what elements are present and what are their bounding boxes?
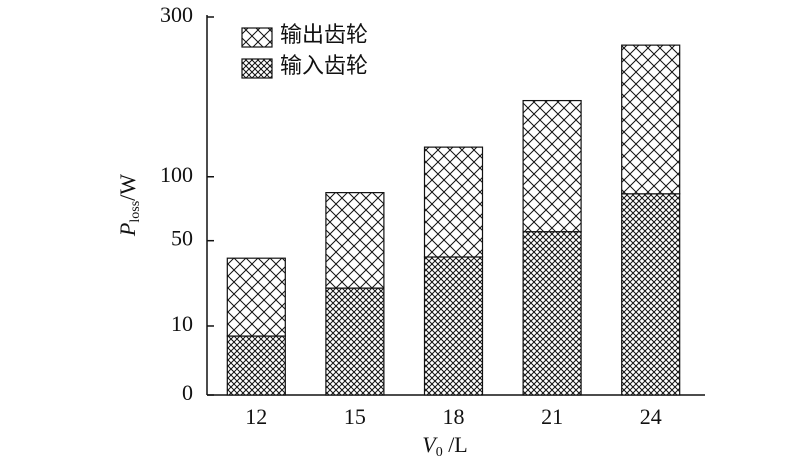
- y-tick-label: 10: [171, 311, 193, 336]
- bar-segment: [522, 99, 582, 233]
- y-tick-label: 0: [182, 380, 193, 405]
- legend-label: 输入齿轮: [280, 53, 368, 78]
- x-label-symbol: V: [422, 432, 438, 457]
- x-axis-label: V0 /L: [422, 432, 468, 460]
- bar-segment: [621, 193, 681, 396]
- legend-swatch: [241, 27, 273, 48]
- y-label-subscript: loss: [128, 201, 143, 223]
- bar-segment: [226, 335, 286, 396]
- legend-swatch: [241, 58, 273, 79]
- bar-segment: [621, 44, 681, 195]
- bar-segment: [325, 287, 385, 396]
- x-tick-label: 18: [443, 404, 465, 429]
- x-label-subscript: 0: [436, 445, 443, 460]
- y-tick-label: 50: [171, 226, 193, 251]
- x-tick-label: 24: [640, 404, 662, 429]
- legend-label: 输出齿轮: [280, 22, 368, 47]
- y-label-symbol: P: [115, 223, 140, 237]
- x-tick-label: 12: [245, 404, 267, 429]
- bar-segment: [423, 256, 484, 396]
- y-label-unit: /W: [115, 174, 140, 201]
- y-axis-label: Ploss/W: [115, 174, 143, 237]
- y-tick-label: 100: [160, 162, 193, 187]
- x-label-unit: /L: [443, 432, 468, 457]
- x-tick-label: 21: [541, 404, 563, 429]
- y-tick-label: 300: [160, 2, 193, 27]
- bar-segment: [423, 146, 484, 258]
- bar-segment: [522, 231, 582, 396]
- bar-segment: [325, 192, 385, 289]
- x-tick-label: 15: [344, 404, 366, 429]
- bar-segment: [226, 257, 286, 337]
